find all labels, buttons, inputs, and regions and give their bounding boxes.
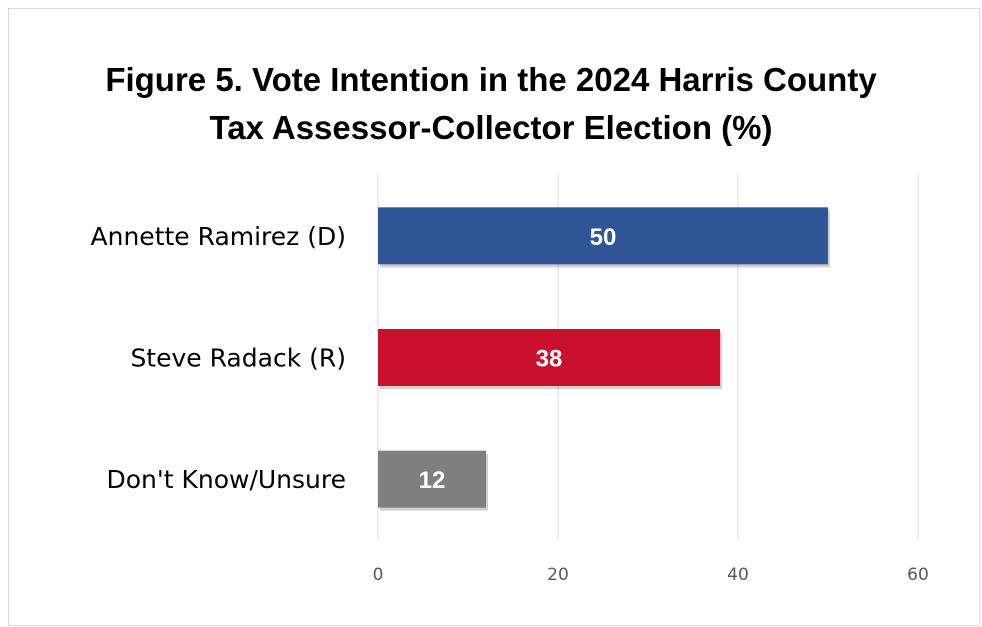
bar bbox=[378, 450, 486, 508]
x-tick-label: 60 bbox=[907, 565, 929, 585]
data-label: 50 bbox=[590, 224, 617, 251]
data-label: 38 bbox=[536, 346, 563, 373]
bar bbox=[378, 207, 828, 265]
x-tick-label: 40 bbox=[727, 565, 749, 585]
bars: 50 38 12 bbox=[378, 207, 830, 511]
category-label: Steve Radack (R) bbox=[130, 344, 346, 373]
x-tick-label: 20 bbox=[547, 565, 569, 585]
bar bbox=[378, 329, 720, 386]
chart-frame bbox=[8, 8, 980, 626]
category-label: Annette Ramirez (D) bbox=[91, 222, 346, 251]
chart-title-line-1: Figure 5. Vote Intention in the 2024 Har… bbox=[105, 61, 877, 98]
category-label: Don't Know/Unsure bbox=[106, 465, 346, 494]
category-labels: Annette Ramirez (D) Steve Radack (R) Don't… bbox=[91, 222, 346, 494]
data-label: 12 bbox=[419, 467, 446, 494]
x-axis-tick-labels: 0 20 40 60 bbox=[373, 565, 929, 585]
chart-title-line-2: Tax Assessor-Collector Election (%) bbox=[209, 109, 773, 146]
chart-title: Figure 5. Vote Intention in the 2024 Har… bbox=[0, 56, 982, 152]
x-tick-label: 0 bbox=[373, 565, 384, 585]
